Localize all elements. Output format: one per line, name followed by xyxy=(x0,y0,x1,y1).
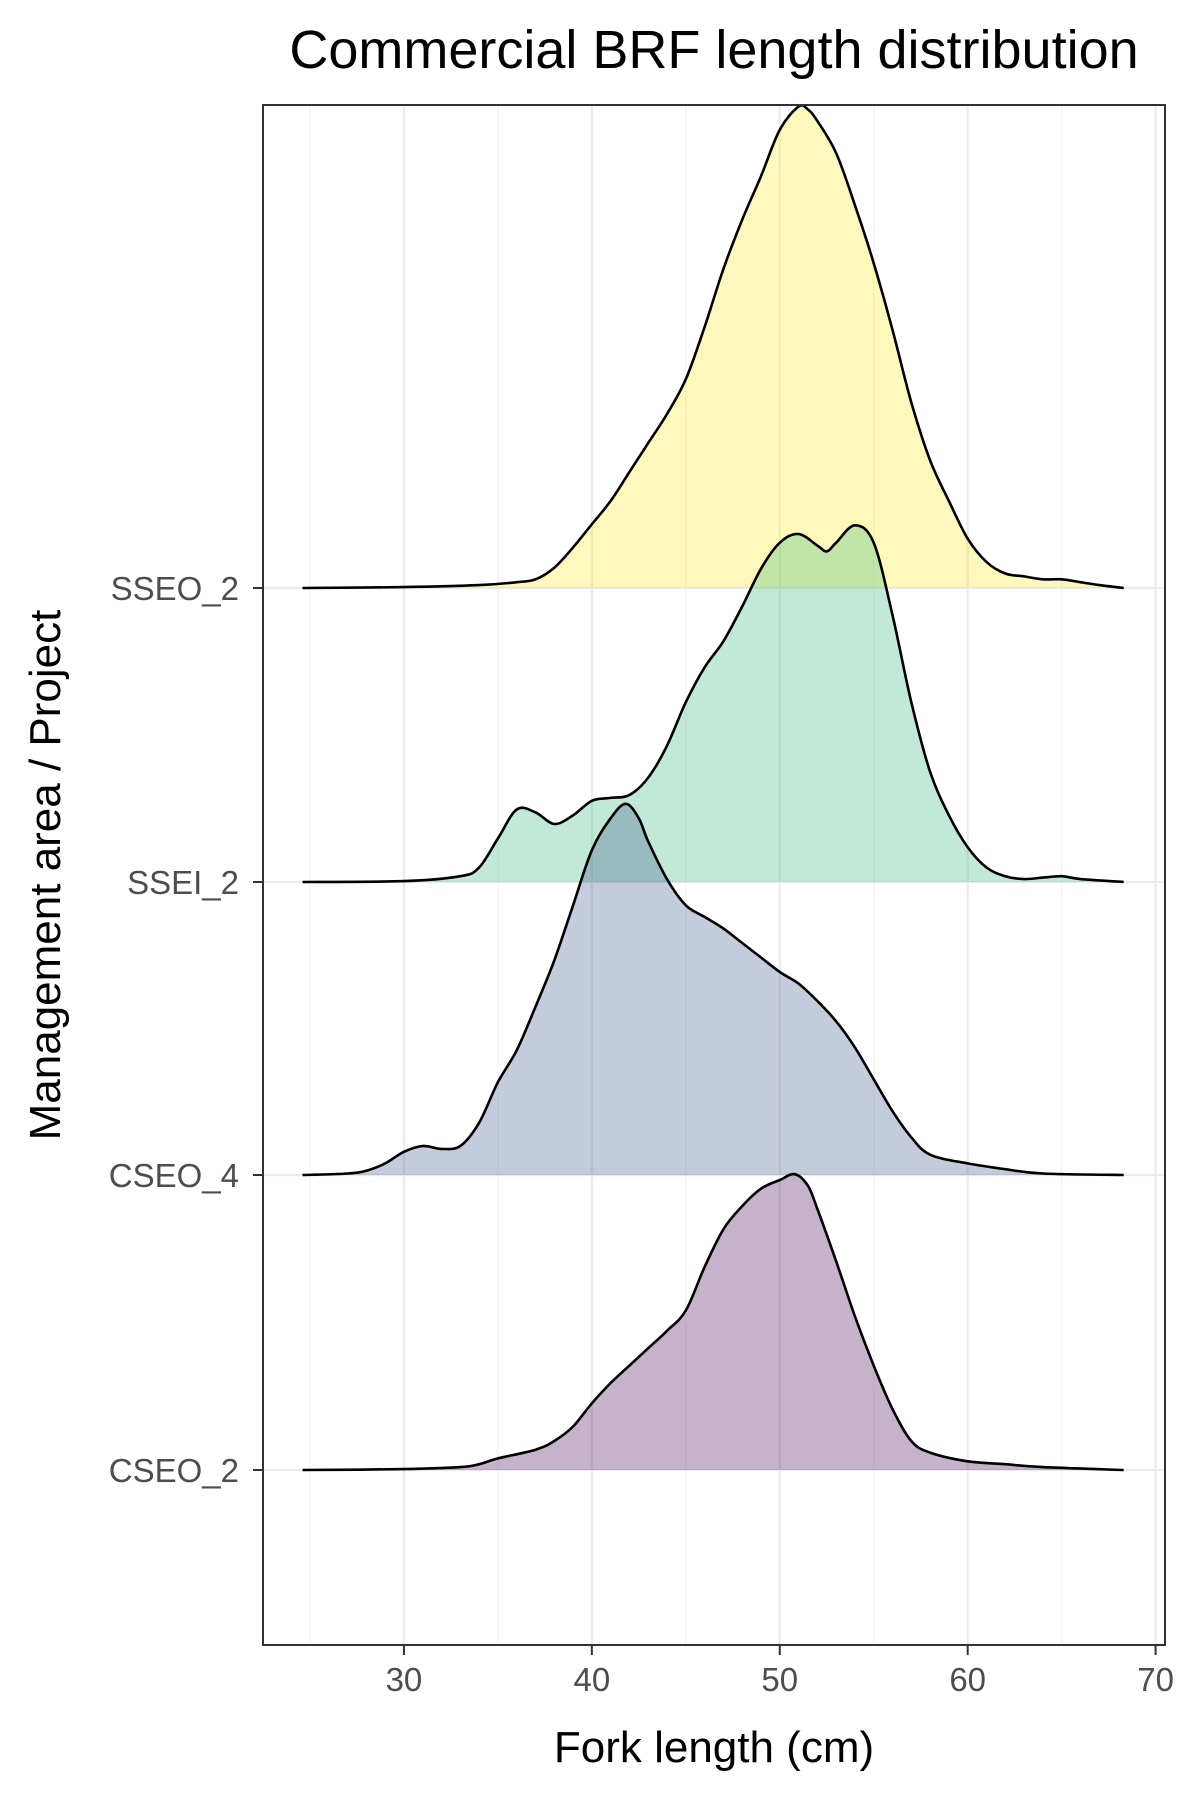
ridge-fill-cseo-4 xyxy=(302,803,1124,1175)
x-tick-label: 30 xyxy=(386,1661,423,1698)
chart-title: Commercial BRF length distribution xyxy=(289,20,1138,80)
y-axis-title: Management area / Project xyxy=(21,610,70,1141)
x-tick-label: 70 xyxy=(1137,1661,1174,1698)
ridge-fill-ssei-2 xyxy=(302,525,1124,882)
ridge-fill-sseo-2 xyxy=(302,105,1124,589)
axis-layer: 30 40 50 60 70 CSEO_2 CSEO_4 SSEI_2 SSEO_2 xyxy=(109,570,1174,1698)
y-tick-label-ssei-2: SSEI_2 xyxy=(127,864,239,901)
ridge-layer xyxy=(302,103,1124,1472)
x-tick-label: 50 xyxy=(761,1661,798,1698)
ridge-line-sseo-2 xyxy=(302,103,1124,590)
x-axis-title: Fork length (cm) xyxy=(554,1723,874,1772)
y-tick-label-cseo-2: CSEO_2 xyxy=(109,1452,239,1489)
ridge-fill-cseo-2 xyxy=(302,1174,1124,1470)
ridge-line-cseo-2 xyxy=(302,1172,1124,1472)
y-tick-label-cseo-4: CSEO_4 xyxy=(109,1157,239,1194)
ridge-line-cseo-4 xyxy=(302,802,1124,1177)
x-tick-label: 40 xyxy=(573,1661,610,1698)
y-tick-label-sseo-2: SSEO_2 xyxy=(111,570,239,607)
x-tick-label: 60 xyxy=(949,1661,986,1698)
panel-border xyxy=(262,104,1166,1646)
ridge-line-ssei-2 xyxy=(302,524,1124,884)
